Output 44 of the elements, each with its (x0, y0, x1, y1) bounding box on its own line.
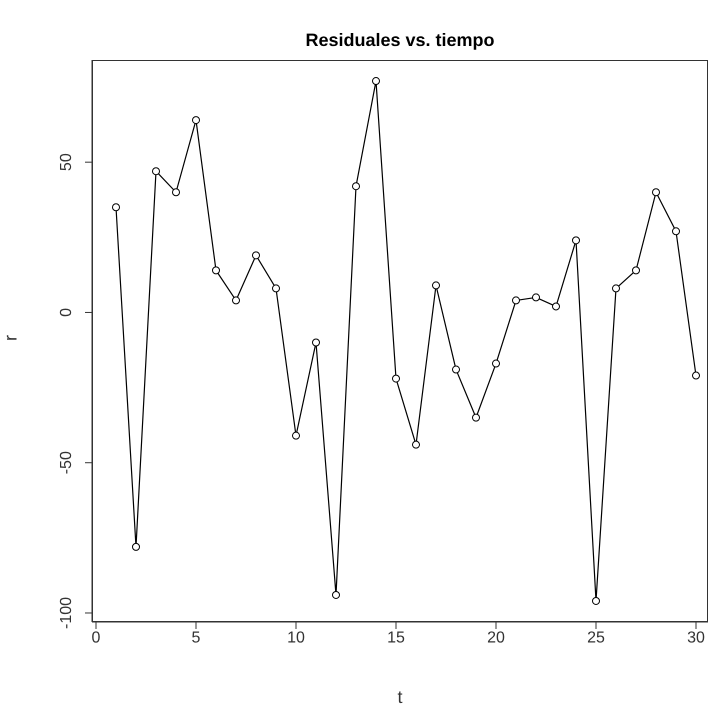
x-tick-label: 5 (192, 629, 201, 646)
point (412, 440, 420, 449)
point (532, 293, 540, 302)
point (572, 236, 580, 244)
point (392, 374, 400, 383)
x-tick-label: 10 (287, 629, 305, 646)
point (192, 116, 200, 124)
y-tick-label: 0 (58, 308, 75, 317)
point (232, 296, 240, 304)
point (492, 360, 500, 368)
x-axis-title: t (397, 687, 403, 707)
point (612, 284, 620, 292)
y-tick-label: 50 (58, 153, 75, 172)
y-axis-title: r (0, 335, 20, 341)
x-tick-label: 20 (487, 629, 505, 646)
point (132, 542, 140, 551)
point (452, 366, 460, 374)
point (632, 266, 640, 274)
chart-title: Residuales vs. tiempo (304, 30, 496, 51)
point (592, 596, 600, 605)
point (652, 188, 660, 196)
point (432, 281, 440, 290)
point (172, 188, 180, 196)
point (212, 266, 220, 274)
point (552, 302, 560, 310)
x-tick-label: 30 (687, 629, 705, 646)
point (672, 227, 680, 236)
x-tick-label: 25 (587, 629, 605, 646)
point (252, 251, 260, 260)
point (692, 372, 700, 380)
point (472, 414, 480, 422)
point (332, 590, 340, 599)
x-tick-label: 0 (92, 629, 101, 646)
point (512, 296, 520, 304)
y-tick-label: -100 (58, 596, 75, 629)
point (112, 203, 120, 212)
point (292, 432, 300, 440)
y-tick-label: -50 (58, 451, 75, 474)
x-tick-label: 15 (387, 629, 405, 646)
point (312, 338, 320, 347)
point (372, 77, 380, 86)
point (272, 284, 280, 292)
point (352, 182, 360, 190)
point (152, 167, 160, 176)
